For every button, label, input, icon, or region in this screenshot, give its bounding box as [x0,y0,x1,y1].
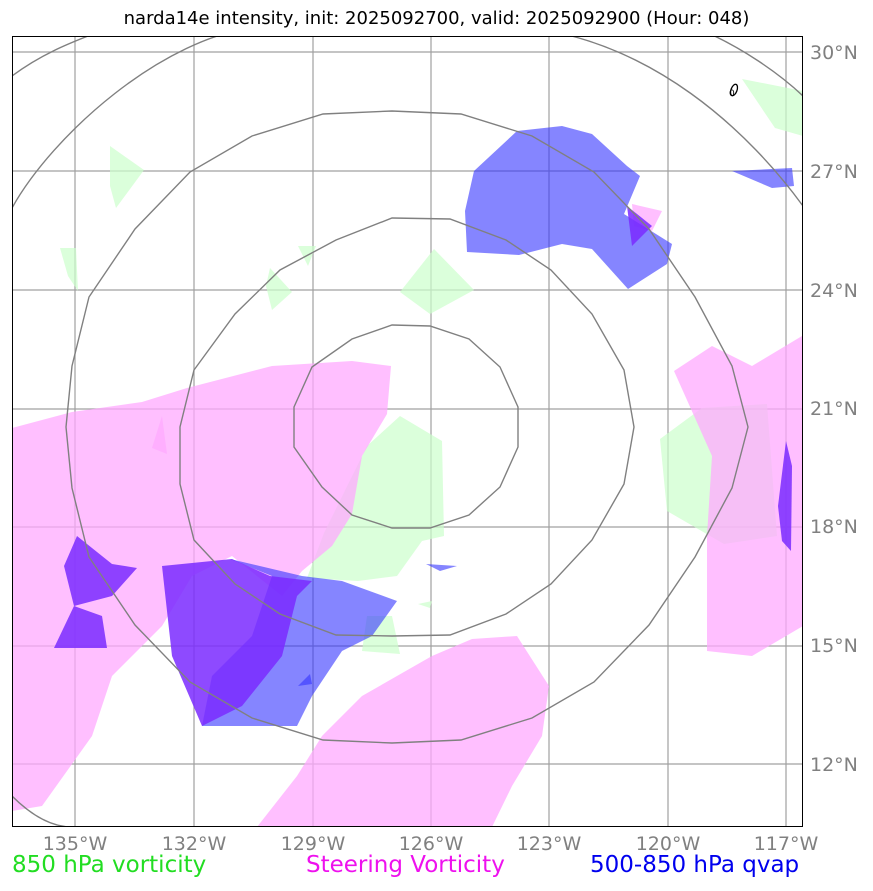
qvap-overlap-region [64,536,137,606]
lat-label: 30°N [810,42,858,64]
qvap-region [732,168,794,188]
steering-vorticity-region [152,416,167,454]
steering-vorticity-region [674,336,803,656]
distance-ring [179,217,635,637]
vorticity-850-region [742,79,803,136]
vorticity-850-region [110,146,144,208]
distance-ring [12,36,803,209]
lon-label: 129°W [281,833,346,855]
legend-qvap: 500-850 hPa qvap [590,852,800,878]
qvap-region [426,564,457,571]
lon-label: 132°W [162,833,227,855]
qvap-overlap-region [162,559,312,726]
legend-steering-vorticity: Steering Vorticity [306,852,505,878]
contour-value-label: 0 [729,89,735,99]
lon-axis-labels: 135°W 132°W 129°W 126°W 123°W 120°W 117°… [43,833,819,855]
distance-ring [65,110,749,744]
steering-vorticity-region [257,636,549,827]
lat-label: 15°N [810,635,858,657]
lon-label: 120°W [636,833,701,855]
lat-axis-labels: 30°N 27°N 24°N 21°N 18°N 15°N 12°N [810,42,858,776]
steering-vorticity-fill [12,204,803,827]
lon-label: 117°W [754,833,819,855]
qvap-overlap-region [54,606,107,648]
legend-850-vorticity: 850 hPa vorticity [12,852,207,878]
vorticity-850-region [60,248,78,291]
lat-label: 12°N [810,754,858,776]
qvap-region [298,674,312,686]
qvap-overlap-region [627,206,652,246]
vorticity-850-region [307,416,444,581]
lat-label: 24°N [810,280,858,302]
lat-label: 21°N [810,398,858,420]
lon-label: 135°W [43,833,108,855]
steering-vorticity-region [12,361,391,811]
qvap-region [465,126,672,289]
lon-label: 126°W [399,833,464,855]
vorticity-850-region [400,249,474,314]
lon-label: 123°W [517,833,582,855]
distance-ring [293,324,519,529]
vorticity-850-region [418,601,432,608]
distance-rings [12,36,803,827]
vorticity-850-region [266,268,292,310]
lat-label: 18°N [810,516,858,538]
distance-ring [12,36,803,97]
contour-loop [729,83,739,97]
qvap-overlap-fill [54,206,792,726]
qvap-overlap-region [778,441,792,551]
intensity-contour [729,83,739,97]
map-title: narda14e intensity, init: 2025092700, va… [123,8,750,29]
map-border [12,36,803,827]
map-frame [12,36,803,827]
lat-label: 27°N [810,161,858,183]
